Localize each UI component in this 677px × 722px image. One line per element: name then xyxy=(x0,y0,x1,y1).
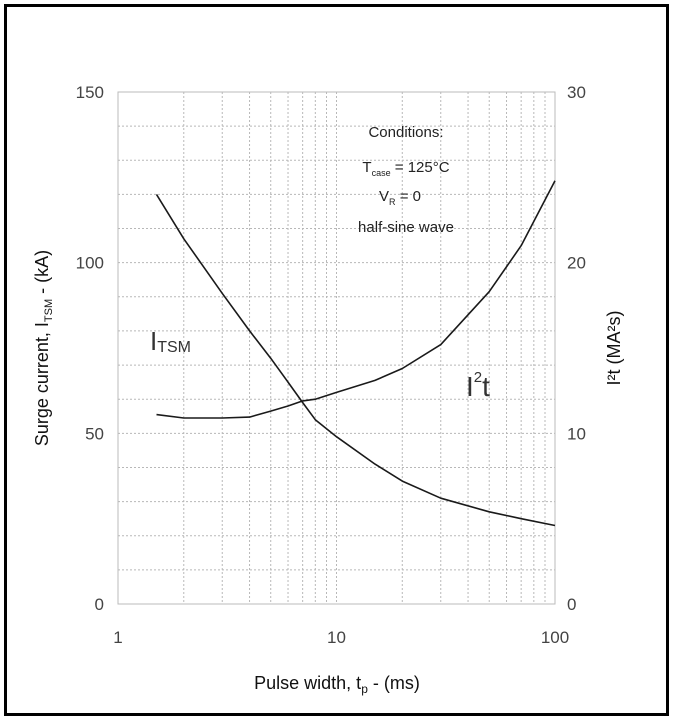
y-left-tick-label: 50 xyxy=(85,424,104,443)
y-right-tick-label: 10 xyxy=(567,424,586,443)
plot-area-border xyxy=(117,91,556,605)
series-label-itsm: ITSM xyxy=(150,326,191,356)
x-axis-title: Pulse width, tp - (ms) xyxy=(254,673,420,696)
y-right-tick-label: 30 xyxy=(567,83,586,102)
y-axis-title-right: I²t (MA²s) xyxy=(604,311,624,386)
chart-frame xyxy=(4,4,669,716)
y-right-tick-label: 20 xyxy=(567,254,586,273)
x-tick-label: 1 xyxy=(113,628,122,647)
conditions-title: Conditions: xyxy=(368,124,443,141)
x-tick-label: 100 xyxy=(541,628,569,647)
plot-grid xyxy=(118,92,555,604)
series-line-i2t xyxy=(156,180,556,419)
series-label-i2t: I2t xyxy=(466,369,490,402)
y-left-tick-label: 100 xyxy=(76,254,104,273)
y-right-tick-label: 0 xyxy=(567,595,576,614)
axis-ticks: 1 10 100 0 50 100 150 0 10 20 30 xyxy=(76,83,586,647)
y-axis-title-left: Surge current, ITSM - (kA) xyxy=(32,250,55,446)
conditions-voltage: VR = 0 xyxy=(379,188,421,207)
conditions-waveform: half-sine wave xyxy=(358,219,454,236)
data-series xyxy=(155,180,556,527)
conditions-annotation: Conditions: Tcase = 125°C VR = 0 half-si… xyxy=(358,124,454,236)
y-left-tick-label: 150 xyxy=(76,83,104,102)
series-line-itsm xyxy=(155,193,556,527)
conditions-temperature: Tcase = 125°C xyxy=(362,159,449,178)
x-tick-label: 10 xyxy=(327,628,346,647)
y-left-tick-label: 0 xyxy=(95,595,104,614)
